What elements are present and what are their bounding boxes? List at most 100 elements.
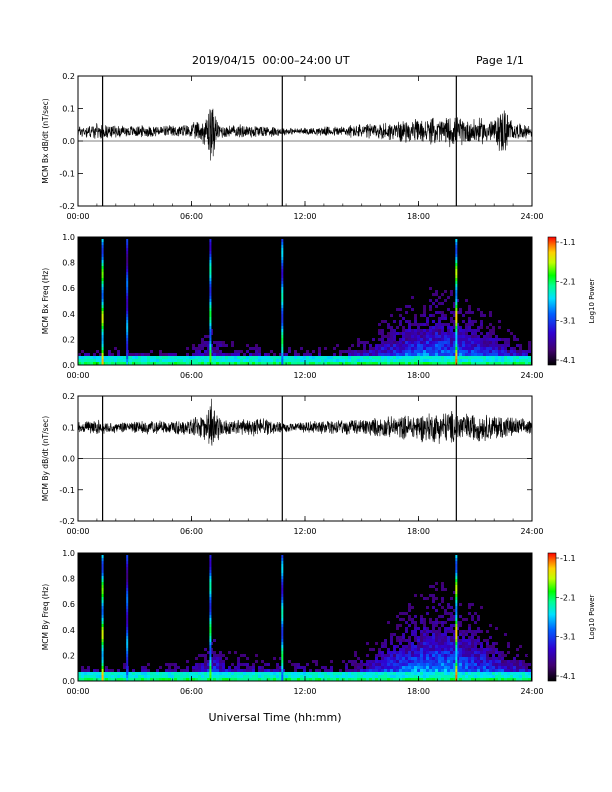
- spectrogram-cell: [519, 645, 522, 648]
- spectrogram-cell: [492, 359, 495, 362]
- spectrogram-cell: [264, 356, 267, 359]
- spectrogram-cell: [84, 672, 87, 675]
- spectrogram-cell: [291, 362, 294, 365]
- event-line-cell: [101, 260, 104, 263]
- spectrogram-cell: [210, 344, 213, 347]
- event-line-cell: [101, 579, 104, 582]
- spectrogram-cell: [276, 678, 279, 681]
- spectrogram-cell: [201, 347, 204, 350]
- spectrogram-cell: [84, 362, 87, 365]
- spectrogram-cell: [237, 362, 240, 365]
- spectrogram-cell: [387, 326, 390, 329]
- event-line-cell: [209, 588, 212, 591]
- spectrogram-cell: [366, 669, 369, 672]
- spectrogram-cell: [402, 648, 405, 651]
- spectrogram-cell: [207, 669, 210, 672]
- spectrogram-cell: [444, 609, 447, 612]
- spectrogram-cell: [402, 660, 405, 663]
- spectrogram-cell: [288, 347, 291, 350]
- event-line-cell: [101, 266, 104, 269]
- spectrogram-cell: [471, 353, 474, 356]
- spectrogram-cell: [162, 356, 165, 359]
- spectrogram-cell: [522, 362, 525, 365]
- spectrogram-cell: [186, 660, 189, 663]
- event-line-cell: [281, 600, 284, 603]
- y-tick-label: 0.6: [62, 284, 75, 293]
- spectrogram-cell: [420, 332, 423, 335]
- spectrogram-cell: [444, 639, 447, 642]
- spectrogram-cell: [129, 672, 132, 675]
- spectrogram-cell: [294, 672, 297, 675]
- spectrogram-cell: [318, 350, 321, 353]
- spectrogram-cell: [78, 353, 81, 356]
- event-line-cell: [126, 347, 129, 350]
- spectrogram-cell: [444, 338, 447, 341]
- spectrogram-cell: [456, 624, 459, 627]
- spectrogram-cell: [510, 350, 513, 353]
- spectrogram-cell: [291, 663, 294, 666]
- spectrogram-cell: [393, 672, 396, 675]
- event-line-cell: [101, 335, 104, 338]
- spectrogram-cell: [351, 353, 354, 356]
- spectrogram-cell: [465, 645, 468, 648]
- event-line-cell: [281, 314, 284, 317]
- spectrogram-cell: [453, 359, 456, 362]
- spectrogram-cell: [297, 678, 300, 681]
- spectrogram-cell: [390, 636, 393, 639]
- spectrogram-cell: [468, 672, 471, 675]
- event-line-cell: [126, 669, 129, 672]
- spectrogram-cell: [345, 356, 348, 359]
- spectrogram-cell: [195, 675, 198, 678]
- spectrogram-cell: [222, 341, 225, 344]
- spectrogram-cell: [216, 341, 219, 344]
- event-line-cell: [126, 353, 129, 356]
- event-line-cell: [209, 651, 212, 654]
- spectrogram-cell: [456, 347, 459, 350]
- spectrogram-cell: [453, 326, 456, 329]
- spectrogram-cell: [375, 359, 378, 362]
- spectrogram-cell: [255, 672, 258, 675]
- x-tick-label: 12:00: [293, 371, 316, 380]
- spectrogram-cell: [426, 347, 429, 350]
- spectrogram-cell: [402, 633, 405, 636]
- spectrogram-cell: [183, 359, 186, 362]
- spectrogram-cell: [363, 663, 366, 666]
- spectrogram-cell: [267, 672, 270, 675]
- spectrogram-cell: [441, 359, 444, 362]
- spectrogram-cell: [390, 350, 393, 353]
- spectrogram-cell: [384, 362, 387, 365]
- spectrogram-cell: [312, 660, 315, 663]
- spectrogram-cell: [486, 654, 489, 657]
- spectrogram-cell: [486, 344, 489, 347]
- event-line-cell: [281, 558, 284, 561]
- spectrogram-cell: [447, 332, 450, 335]
- panel-by-dbdt: 00:00 06:00 12:00 18:00 24:00-0.2-0.10.00.10…: [41, 392, 544, 536]
- event-line-cell: [455, 573, 458, 576]
- spectrogram-cell: [420, 362, 423, 365]
- spectrogram-cell: [423, 323, 426, 326]
- spectrogram-cell: [450, 335, 453, 338]
- spectrogram-cell: [423, 353, 426, 356]
- spectrogram-cell: [522, 672, 525, 675]
- spectrogram-cell: [429, 353, 432, 356]
- spectrogram-cell: [111, 353, 114, 356]
- event-line-cell: [101, 555, 104, 558]
- spectrogram-cell: [465, 633, 468, 636]
- spectrogram-cell: [147, 672, 150, 675]
- event-line-cell: [101, 281, 104, 284]
- spectrogram-cell: [429, 326, 432, 329]
- y-tick-label: 0.1: [62, 105, 75, 114]
- spectrogram-cell: [105, 675, 108, 678]
- spectrogram-cell: [423, 356, 426, 359]
- spectrogram-cell: [393, 356, 396, 359]
- event-line-cell: [455, 594, 458, 597]
- event-line-cell: [281, 338, 284, 341]
- spectrogram-cell: [252, 678, 255, 681]
- spectrogram-cell: [252, 362, 255, 365]
- spectrogram-cell: [474, 639, 477, 642]
- spectrogram-cell: [204, 341, 207, 344]
- spectrogram-cell: [468, 651, 471, 654]
- spectrogram-cell: [450, 639, 453, 642]
- x-tick-label: 24:00: [520, 371, 543, 380]
- spectrogram-cell: [336, 672, 339, 675]
